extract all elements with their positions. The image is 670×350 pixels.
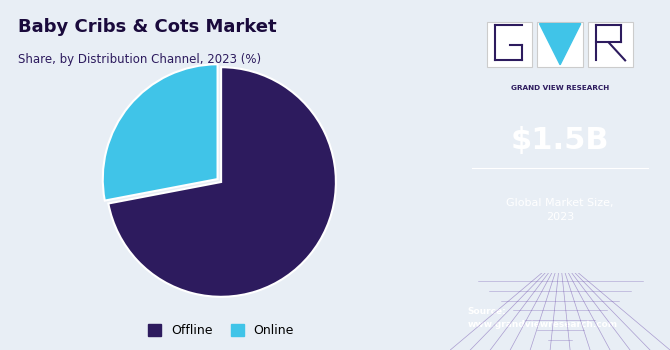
Text: Source:
www.grandviewresearch.com: Source: www.grandviewresearch.com <box>468 308 618 329</box>
FancyBboxPatch shape <box>487 22 532 67</box>
Text: $1.5B: $1.5B <box>511 126 610 154</box>
Text: GRAND VIEW RESEARCH: GRAND VIEW RESEARCH <box>511 84 609 91</box>
Wedge shape <box>103 64 218 201</box>
Text: Share, by Distribution Channel, 2023 (%): Share, by Distribution Channel, 2023 (%) <box>18 52 261 65</box>
Text: Baby Cribs & Cots Market: Baby Cribs & Cots Market <box>18 18 277 35</box>
Wedge shape <box>109 67 336 297</box>
FancyBboxPatch shape <box>588 22 633 67</box>
Legend: Offline, Online: Offline, Online <box>143 319 299 342</box>
FancyBboxPatch shape <box>537 22 583 67</box>
Polygon shape <box>539 24 581 65</box>
Text: Global Market Size,
2023: Global Market Size, 2023 <box>507 198 614 222</box>
